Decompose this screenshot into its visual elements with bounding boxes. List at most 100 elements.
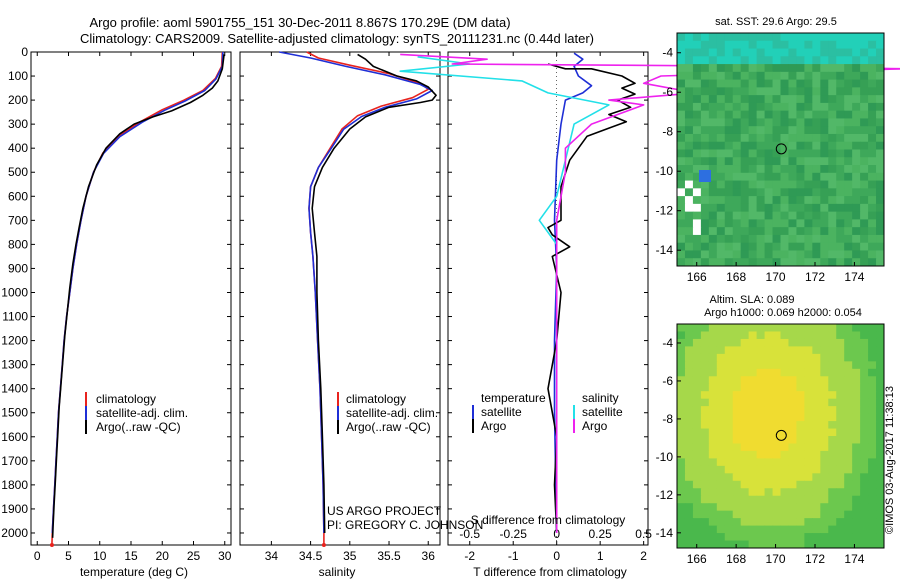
map-cell xyxy=(677,533,686,542)
map-cell xyxy=(820,64,829,73)
map-cell xyxy=(852,391,861,400)
map-cell xyxy=(828,102,837,112)
map-cell xyxy=(708,133,718,143)
map-cell xyxy=(804,510,813,519)
legend-label-temp-argo: Argo xyxy=(481,419,507,433)
map-cell xyxy=(677,480,686,489)
map-cell xyxy=(812,338,821,347)
map-cell xyxy=(756,458,766,467)
map-cell xyxy=(756,102,766,112)
map-cell xyxy=(804,149,813,158)
map-cell xyxy=(748,331,758,340)
map-cell xyxy=(684,141,694,150)
map-cell xyxy=(677,110,686,119)
map-cell xyxy=(772,102,781,112)
map-cell xyxy=(860,398,869,407)
map-cell xyxy=(748,473,758,482)
map-cell xyxy=(788,211,797,220)
map-cell xyxy=(684,473,694,482)
map-cell xyxy=(764,79,774,88)
y-tick-label: 200 xyxy=(8,93,28,107)
map-cell xyxy=(732,95,742,104)
map-cell xyxy=(684,133,694,143)
map-cell xyxy=(796,436,805,444)
map-cell xyxy=(772,188,781,197)
map-cell xyxy=(844,376,853,385)
map-cell xyxy=(860,533,869,542)
map-cell xyxy=(876,533,885,542)
map-cell xyxy=(852,406,861,415)
map-cell xyxy=(708,488,718,497)
y-tick-label: -14 xyxy=(656,526,674,540)
map-cell xyxy=(684,48,694,57)
map-cell xyxy=(677,180,686,189)
map-cell xyxy=(716,436,726,444)
map-cell xyxy=(820,436,829,444)
map-cell xyxy=(732,79,742,88)
difference-panel-frame xyxy=(447,51,649,546)
map-cell xyxy=(724,133,734,143)
map-cell xyxy=(836,165,845,174)
map-cell xyxy=(852,118,861,127)
map-cell xyxy=(748,234,758,244)
map-cell xyxy=(748,219,758,228)
map-cell xyxy=(740,533,750,542)
map-cell xyxy=(700,436,710,444)
map-cell xyxy=(860,48,869,57)
map-cell xyxy=(820,227,829,236)
map-cell xyxy=(716,324,726,332)
map-cell xyxy=(788,436,797,444)
map-cell xyxy=(812,40,821,50)
map-cell xyxy=(812,495,821,504)
map-cell xyxy=(820,413,829,422)
map-cell xyxy=(724,495,734,504)
map-cell xyxy=(692,331,702,340)
map-cell xyxy=(788,421,797,430)
y-tick-label: 1000 xyxy=(1,285,28,299)
map-cell xyxy=(828,40,837,50)
map-cell xyxy=(876,383,885,392)
map-cell xyxy=(804,71,813,81)
map-cell xyxy=(836,33,845,42)
map-cell xyxy=(868,376,877,385)
map-cell xyxy=(716,126,726,135)
map-cell xyxy=(780,227,789,236)
map-cell xyxy=(692,40,702,50)
map-cell xyxy=(772,180,781,189)
map-cell xyxy=(756,157,766,166)
map-cell xyxy=(684,219,694,228)
map-cell xyxy=(820,157,829,166)
map-cell xyxy=(788,450,797,459)
map-cell xyxy=(677,227,686,236)
map-cell xyxy=(796,495,805,504)
map-cell xyxy=(812,141,821,150)
map-cell xyxy=(836,219,845,228)
map-cell xyxy=(756,361,766,370)
map-cell xyxy=(677,250,686,259)
sst-map-title: sat. SST: 29.6 Argo: 29.5 xyxy=(715,16,837,28)
map-cell xyxy=(716,368,726,377)
map-cell xyxy=(828,196,837,205)
map-cell xyxy=(732,443,742,452)
map-cell xyxy=(700,443,710,452)
map-cell xyxy=(724,71,734,81)
map-cell xyxy=(852,56,861,65)
map-cell xyxy=(836,141,845,150)
map-cell xyxy=(804,95,813,104)
x-tick-label: 30 xyxy=(218,549,232,563)
map-cell xyxy=(748,368,758,377)
map-cell xyxy=(852,421,861,430)
map-cell xyxy=(708,95,718,104)
map-cell xyxy=(740,165,750,174)
map-cell xyxy=(780,398,789,407)
map-cell xyxy=(700,465,710,474)
map-cell xyxy=(684,250,694,259)
map-cell xyxy=(820,503,829,512)
map-cell xyxy=(812,172,821,182)
map-cell xyxy=(788,79,797,88)
map-cell xyxy=(772,518,781,527)
map-cell xyxy=(812,196,821,205)
map-cell xyxy=(796,338,805,347)
map-cell xyxy=(772,250,781,259)
map-cell xyxy=(684,172,694,182)
